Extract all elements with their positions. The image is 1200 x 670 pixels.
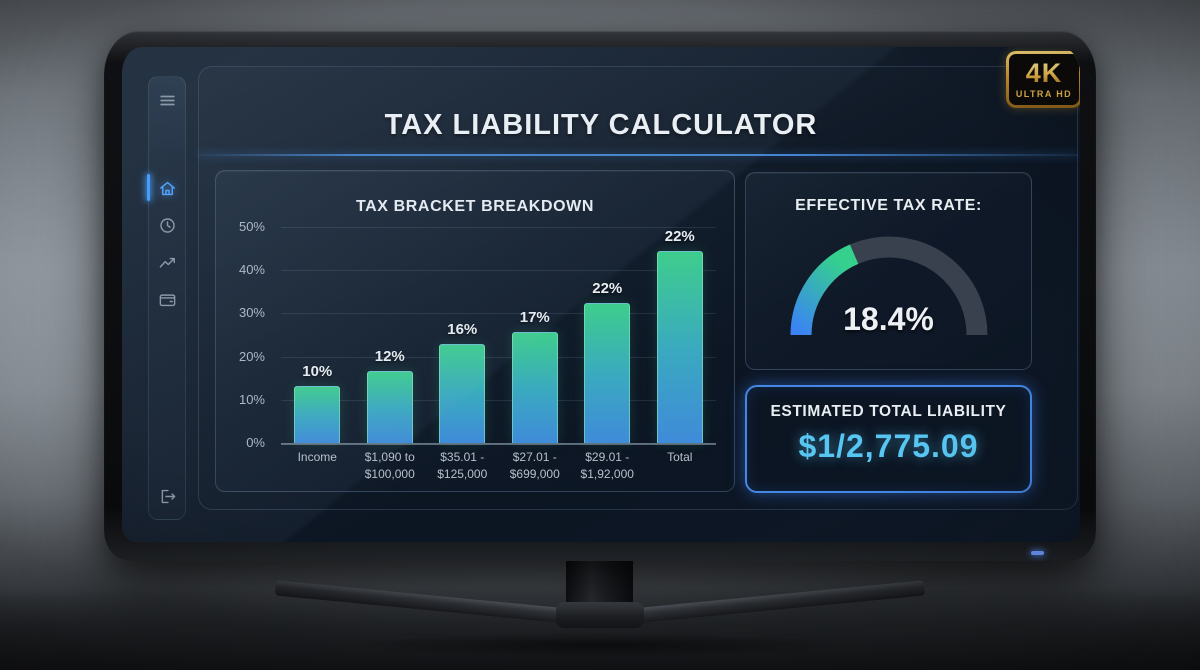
curved-monitor: TAX LIABILITY CALCULATOR TAX BRACKET BRE… — [104, 31, 1096, 561]
bar — [584, 302, 631, 443]
sidebar-item-history[interactable] — [156, 214, 178, 236]
trend-line-icon — [159, 257, 175, 268]
liability-title: ESTIMATED TOTAL LIABILITY — [770, 403, 1007, 420]
gridline — [281, 227, 716, 228]
bar-column: 10% — [281, 227, 354, 443]
chart-gridlines — [281, 227, 716, 444]
x-axis-label: $27.01 - $699,000 — [509, 450, 560, 482]
x-axis-label: Income — [297, 450, 337, 465]
sidebar-item-trends[interactable] — [156, 251, 178, 273]
chart-bars: 10% 12% 16% 17% 22% 22% — [281, 227, 716, 443]
chart-plot: 50% 40% 30% 20% 10% 0% 10% 12% 16% 17% 22% 22% — [239, 219, 716, 450]
bar-value-label: 10% — [302, 362, 333, 380]
x-axis-label: $1,090 to $100,000 — [364, 450, 415, 482]
bar-column: 17% — [499, 227, 572, 443]
chart-title: TAX BRACKET BREAKDOWN — [355, 198, 595, 215]
bar — [294, 385, 341, 443]
bar-column: 22% — [571, 227, 644, 443]
wallet-icon — [159, 293, 175, 306]
4k-badge-subtitle: ULTRA HD — [1015, 89, 1073, 99]
gridline — [281, 356, 716, 358]
estimated-liability-panel: ESTIMATED TOTAL LIABILITY $1/2,775.09 — [745, 385, 1032, 493]
logout-icon — [161, 489, 175, 503]
bar-value-label: 12% — [374, 347, 405, 365]
y-tick-label: 20% — [238, 348, 265, 364]
monitor-shadow — [240, 628, 960, 662]
monitor-stand-hub — [556, 602, 644, 628]
bar-value-label: 16% — [447, 320, 478, 338]
bar — [366, 370, 413, 443]
header-divider — [198, 154, 1078, 156]
4k-ultra-hd-badge: 4K ULTRA HD — [1006, 51, 1080, 108]
effective-rate-value: 18.4% — [843, 301, 934, 337]
y-tick-label: 50% — [238, 219, 265, 234]
bar-value-label: 17% — [519, 308, 550, 326]
gridline — [281, 313, 716, 315]
home-icon — [159, 181, 175, 195]
page-title: TAX LIABILITY CALCULATOR — [384, 109, 818, 141]
bar-column: 22% — [644, 227, 717, 443]
tax-bracket-panel: TAX BRACKET BREAKDOWN 50% 40% 30% 20% 10% 0% … — [215, 170, 735, 492]
4k-badge-resolution: 4K — [1025, 58, 1063, 88]
y-tick-label: 0% — [246, 435, 265, 450]
x-axis-label: $35.01 - $125,000 — [437, 450, 488, 482]
x-axis-label: $29.01 - $1,92,000 — [580, 450, 634, 482]
hamburger-menu-icon[interactable] — [156, 89, 178, 111]
chart-yticks: 50% 40% 30% 20% 10% 0% — [223, 219, 273, 450]
liability-amount: $1/2,775.09 — [798, 428, 979, 464]
bar-value-label: 22% — [664, 228, 695, 246]
gridline — [281, 270, 716, 272]
bar-value-label: 22% — [592, 279, 623, 297]
y-tick-label: 30% — [238, 305, 265, 321]
gauge-svg — [790, 236, 988, 336]
bar — [511, 331, 558, 443]
monitor-screen: TAX LIABILITY CALCULATOR TAX BRACKET BRE… — [122, 47, 1080, 542]
bar — [656, 251, 703, 443]
chart-xlabels: Income $1,090 to $100,000 $35.01 - $125,00… — [281, 449, 716, 483]
gridline — [281, 399, 716, 401]
gauge — [779, 225, 999, 349]
y-tick-label: 40% — [238, 262, 265, 278]
4k-badge-inner: 4K ULTRA HD — [1009, 54, 1079, 105]
effective-tax-rate-panel: EFFECTIVE TAX RATE: 18.4% — [745, 172, 1032, 370]
sidebar-item-home[interactable] — [147, 174, 178, 201]
power-led-indicator — [1031, 551, 1044, 555]
effective-rate-title: EFFECTIVE TAX RATE: — [795, 197, 982, 214]
gridline — [281, 443, 716, 444]
bar-column: 12% — [354, 227, 427, 443]
x-axis-label: Total — [667, 450, 693, 465]
y-tick-label: 10% — [238, 391, 265, 407]
sidebar-item-wallet[interactable] — [156, 288, 178, 310]
bar — [439, 343, 486, 443]
clock-icon — [159, 217, 175, 233]
sidebar — [147, 76, 186, 520]
gauge-fill — [790, 244, 859, 336]
sidebar-item-logout[interactable] — [156, 485, 178, 507]
bar-column: 16% — [426, 227, 499, 443]
